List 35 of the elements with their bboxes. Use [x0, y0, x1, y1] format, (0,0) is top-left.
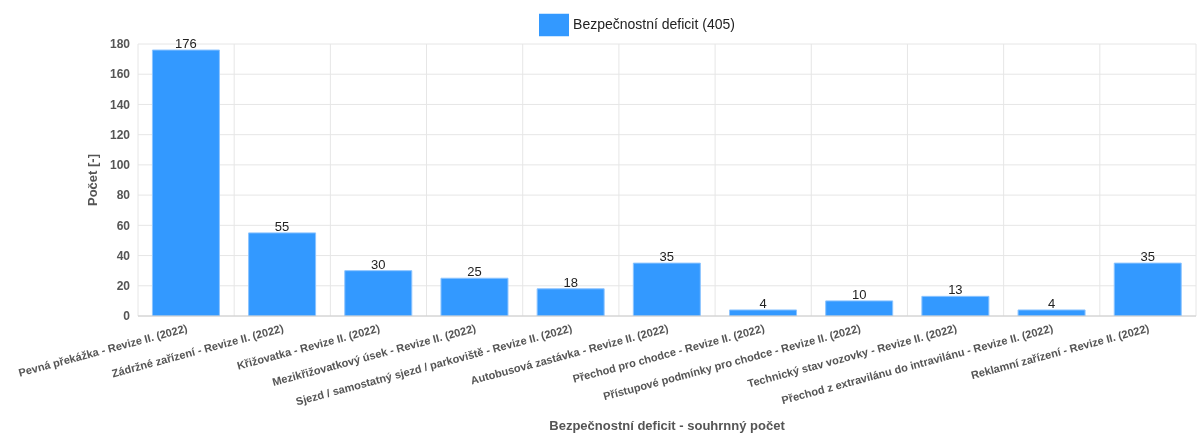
data-label: 18 [563, 274, 578, 290]
x-axis-title: Bezpečnostní deficit - souhrnný počet [549, 418, 786, 433]
y-axis-title: Počet [-] [84, 154, 100, 206]
data-label: 35 [659, 249, 675, 265]
y-tick-label: 80 [116, 188, 131, 203]
bar [632, 262, 701, 316]
bar [248, 232, 317, 316]
bar [440, 277, 509, 316]
bar [536, 288, 605, 316]
data-label: 10 [851, 286, 867, 302]
legend-label: Bezpečnostní deficit (405) [573, 15, 735, 32]
y-tick-label: 100 [109, 158, 131, 173]
y-tick-label: 40 [116, 248, 131, 263]
data-label: 35 [1140, 249, 1155, 265]
bar [1017, 309, 1086, 316]
y-tick-label: 180 [109, 37, 131, 52]
y-tick-label: 120 [109, 127, 131, 142]
bar [151, 49, 220, 316]
bar [921, 295, 990, 316]
y-tick-label: 140 [109, 97, 131, 112]
bar [344, 270, 413, 316]
data-label: 13 [948, 282, 963, 298]
y-tick-label: 60 [116, 218, 131, 233]
bar [1113, 262, 1182, 316]
data-label: 25 [467, 264, 482, 280]
y-tick-label: 0 [123, 309, 131, 324]
data-label: 30 [371, 256, 386, 272]
data-label: 4 [759, 295, 767, 311]
data-label: 4 [1047, 295, 1056, 311]
bar [729, 309, 798, 316]
data-label: 176 [175, 36, 197, 52]
y-tick-label: 20 [116, 279, 131, 294]
y-tick-label: 160 [109, 67, 131, 82]
data-label: 55 [274, 218, 290, 234]
bar [825, 300, 894, 316]
